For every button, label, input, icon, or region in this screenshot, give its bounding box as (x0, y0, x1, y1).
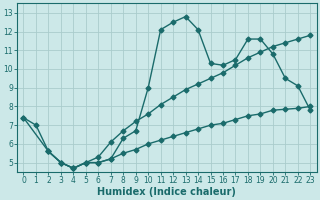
X-axis label: Humidex (Indice chaleur): Humidex (Indice chaleur) (98, 187, 236, 197)
